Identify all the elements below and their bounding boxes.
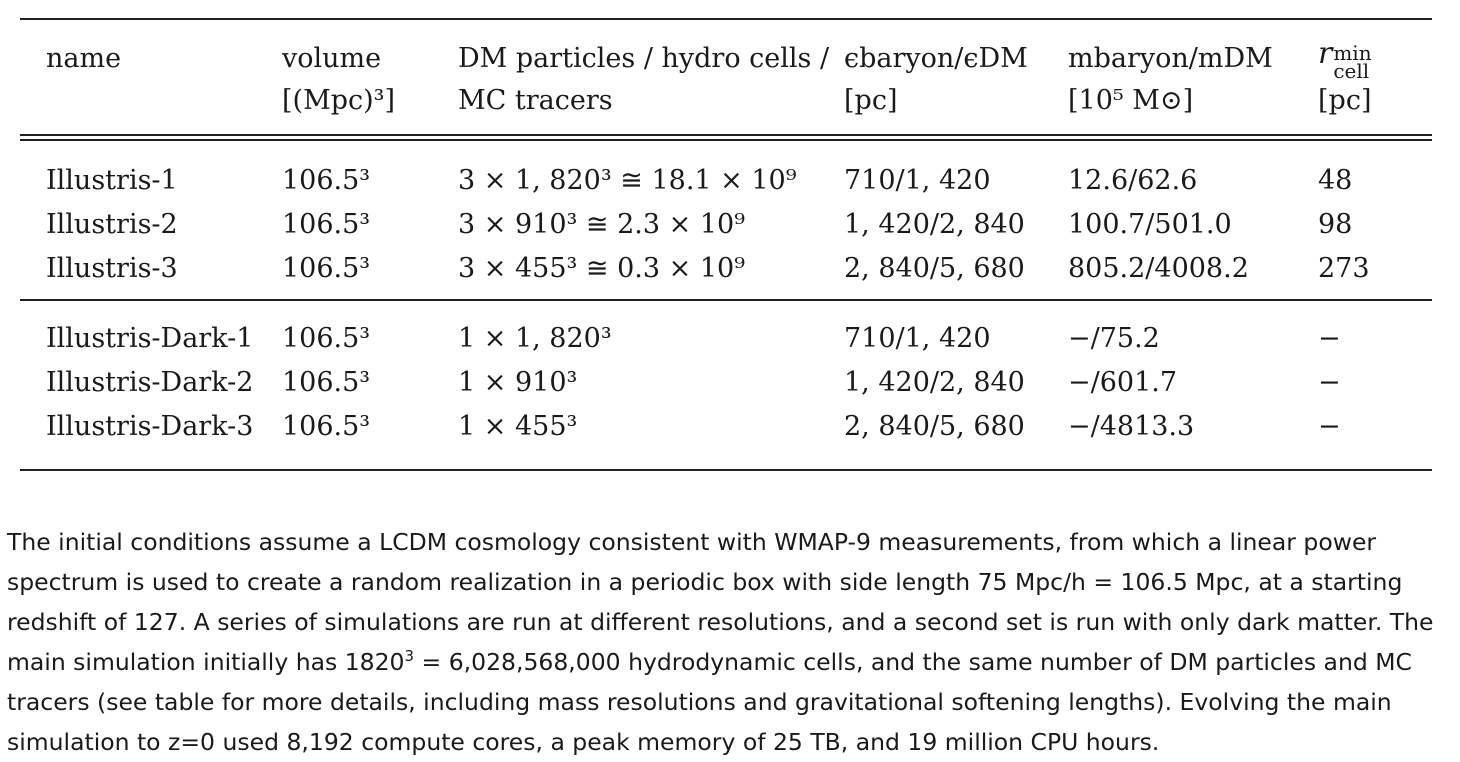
cell-rcell: − bbox=[1318, 323, 1341, 354]
description-paragraph: The initial conditions assume a LCDM cos… bbox=[7, 522, 1457, 762]
header-volume: volume bbox=[282, 43, 382, 74]
cell-name: Illustris-2 bbox=[46, 209, 178, 240]
table-row: Illustris-Dark-2 106.5³ 1 × 910³ 1, 420/… bbox=[20, 361, 1432, 405]
header-name: name bbox=[46, 43, 122, 74]
cell-rcell: − bbox=[1318, 411, 1341, 442]
cell-volume: 106.5³ bbox=[282, 323, 371, 354]
cell-softening: 710/1, 420 bbox=[844, 165, 991, 196]
header-dm-particles-line2: MC tracers bbox=[458, 85, 613, 116]
cell-softening: 2, 840/5, 680 bbox=[844, 411, 1025, 442]
header-row-1: name volume DM particles / hydro cells /… bbox=[20, 36, 1432, 83]
header-softening: ϵbaryon/ϵDM bbox=[844, 43, 1028, 74]
table-row: Illustris-1 106.5³ 3 × 1, 820³ ≅ 18.1 × … bbox=[20, 159, 1432, 203]
table-bottom-rule bbox=[20, 469, 1432, 471]
cell-volume: 106.5³ bbox=[282, 367, 371, 398]
cell-name: Illustris-Dark-3 bbox=[46, 411, 254, 442]
cell-mass: 100.7/501.0 bbox=[1068, 209, 1232, 240]
cell-name: Illustris-Dark-1 bbox=[46, 323, 254, 354]
cell-dm: 3 × 455³ ≅ 0.3 × 10⁹ bbox=[458, 253, 746, 284]
table-row: Illustris-Dark-3 106.5³ 1 × 455³ 2, 840/… bbox=[20, 405, 1432, 449]
cell-mass: 12.6/62.6 bbox=[1068, 165, 1198, 196]
table-top-rule bbox=[20, 18, 1432, 20]
cell-softening: 1, 420/2, 840 bbox=[844, 209, 1025, 240]
header-rcell-unit: [pc] bbox=[1318, 85, 1372, 116]
table-row: Illustris-3 106.5³ 3 × 455³ ≅ 0.3 × 10⁹ … bbox=[20, 247, 1432, 291]
table-mid-rule bbox=[20, 299, 1432, 301]
cell-volume: 106.5³ bbox=[282, 411, 371, 442]
table-row: Illustris-2 106.5³ 3 × 910³ ≅ 2.3 × 10⁹ … bbox=[20, 203, 1432, 247]
table-group-dark: Illustris-Dark-1 106.5³ 1 × 1, 820³ 710/… bbox=[20, 317, 1432, 449]
header-rcell: rmin cell bbox=[1318, 36, 1372, 83]
paragraph-superscript: 3 bbox=[404, 646, 415, 665]
cell-name: Illustris-Dark-2 bbox=[46, 367, 254, 398]
paragraph-text-2: = 6,028,568,000 hydrodynamic cells, and … bbox=[7, 647, 1412, 756]
cell-name: Illustris-3 bbox=[46, 253, 178, 284]
cell-volume: 106.5³ bbox=[282, 209, 371, 240]
table-header-double-rule bbox=[20, 134, 1432, 141]
simulation-table-container: name volume DM particles / hydro cells /… bbox=[20, 18, 1432, 471]
simulation-table: name volume DM particles / hydro cells /… bbox=[20, 38, 1432, 122]
cell-softening: 710/1, 420 bbox=[844, 323, 991, 354]
header-mass-unit: [10⁵ M⊙] bbox=[1068, 85, 1194, 116]
cell-dm: 3 × 910³ ≅ 2.3 × 10⁹ bbox=[458, 209, 746, 240]
table-row: Illustris-Dark-1 106.5³ 1 × 1, 820³ 710/… bbox=[20, 317, 1432, 361]
cell-volume: 106.5³ bbox=[282, 165, 371, 196]
cell-mass: 805.2/4008.2 bbox=[1068, 253, 1249, 284]
header-row-2: [(Mpc)³] MC tracers [pc] [10⁵ M⊙] [pc] bbox=[20, 80, 1432, 122]
cell-softening: 1, 420/2, 840 bbox=[844, 367, 1025, 398]
cell-mass: −/4813.3 bbox=[1068, 411, 1195, 442]
header-mass: mbaryon/mDM bbox=[1068, 43, 1273, 74]
cell-mass: −/601.7 bbox=[1068, 367, 1178, 398]
cell-dm: 3 × 1, 820³ ≅ 18.1 × 10⁹ bbox=[458, 165, 797, 196]
table-header: name volume DM particles / hydro cells /… bbox=[20, 38, 1432, 122]
cell-rcell: 48 bbox=[1318, 165, 1353, 196]
cell-rcell: 273 bbox=[1318, 253, 1370, 284]
cell-name: Illustris-1 bbox=[46, 165, 178, 196]
cell-dm: 1 × 1, 820³ bbox=[458, 323, 612, 354]
cell-volume: 106.5³ bbox=[282, 253, 371, 284]
cell-rcell: 98 bbox=[1318, 209, 1353, 240]
cell-softening: 2, 840/5, 680 bbox=[844, 253, 1025, 284]
cell-mass: −/75.2 bbox=[1068, 323, 1160, 354]
cell-rcell: − bbox=[1318, 367, 1341, 398]
cell-dm: 1 × 910³ bbox=[458, 367, 578, 398]
header-volume-unit: [(Mpc)³] bbox=[282, 85, 396, 116]
cell-dm: 1 × 455³ bbox=[458, 411, 578, 442]
paragraph-text-1: The initial conditions assume a LCDM cos… bbox=[7, 527, 1434, 676]
table-group-hydro: Illustris-1 106.5³ 3 × 1, 820³ ≅ 18.1 × … bbox=[20, 159, 1432, 291]
header-dm-particles: DM particles / hydro cells / bbox=[458, 43, 830, 74]
header-softening-unit: [pc] bbox=[844, 85, 898, 116]
